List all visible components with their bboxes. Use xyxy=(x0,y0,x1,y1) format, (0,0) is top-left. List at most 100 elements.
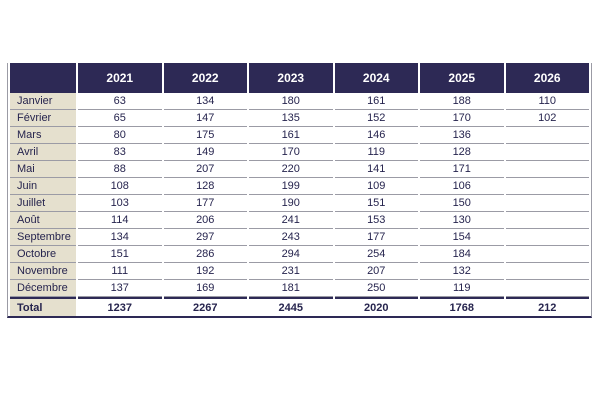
data-cell: 175 xyxy=(163,127,247,144)
data-cell: 294 xyxy=(249,246,333,263)
data-cell: 286 xyxy=(163,246,247,263)
data-cell: 254 xyxy=(334,246,418,263)
data-cell: 151 xyxy=(334,195,418,212)
header-cell-year-2022: 2022 xyxy=(163,63,247,93)
data-cell: 130 xyxy=(420,212,504,229)
data-cell: 108 xyxy=(78,178,162,195)
row-label: Août xyxy=(10,212,76,229)
data-cell: 119 xyxy=(420,280,504,297)
data-cell: 190 xyxy=(249,195,333,212)
total-cell-2021: 1237 xyxy=(78,297,162,316)
data-cell: 110 xyxy=(505,93,589,110)
data-cell xyxy=(505,212,589,229)
data-cell: 109 xyxy=(334,178,418,195)
data-cell: 83 xyxy=(78,144,162,161)
table-row: Mars 80 175 161 146 136 xyxy=(10,127,589,144)
table-row: Juin 108 128 199 109 106 xyxy=(10,178,589,195)
table-header: 2021 2022 2023 2024 2025 2026 xyxy=(10,63,589,93)
data-cell: 106 xyxy=(420,178,504,195)
data-cell: 181 xyxy=(249,280,333,297)
header-cell-year-2025: 2025 xyxy=(420,63,504,93)
data-cell: 250 xyxy=(334,280,418,297)
data-cell: 128 xyxy=(163,178,247,195)
data-cell: 134 xyxy=(163,93,247,110)
row-label: Décembre xyxy=(10,280,76,297)
data-cell: 150 xyxy=(420,195,504,212)
data-cell: 151 xyxy=(78,246,162,263)
table-row: Octobre 151 286 294 254 184 xyxy=(10,246,589,263)
header-cell-empty xyxy=(10,63,76,93)
data-cell: 231 xyxy=(249,263,333,280)
table-row: Avril 83 149 170 119 128 xyxy=(10,144,589,161)
header-cell-year-2026: 2026 xyxy=(505,63,589,93)
data-cell: 146 xyxy=(334,127,418,144)
table-row: Septembre 134 297 243 177 154 xyxy=(10,229,589,246)
data-cell: 243 xyxy=(249,229,333,246)
data-cell xyxy=(505,263,589,280)
total-row: Total 1237 2267 2445 2020 1768 212 xyxy=(10,297,589,316)
data-cell: 241 xyxy=(249,212,333,229)
row-label: Octobre xyxy=(10,246,76,263)
data-cell: 206 xyxy=(163,212,247,229)
row-label: Janvier xyxy=(10,93,76,110)
data-cell xyxy=(505,161,589,178)
table-row: Novembre 111 192 231 207 132 xyxy=(10,263,589,280)
total-cell-2024: 2020 xyxy=(334,297,418,316)
table-row: Juillet 103 177 190 151 150 xyxy=(10,195,589,212)
table-row: Décembre 137 169 181 250 119 xyxy=(10,280,589,297)
table-body: Janvier 63 134 180 161 188 110 Février 65 147 135 1… xyxy=(10,93,589,297)
data-cell: 171 xyxy=(420,161,504,178)
data-cell: 119 xyxy=(334,144,418,161)
header-row: 2021 2022 2023 2024 2025 2026 xyxy=(10,63,589,93)
data-cell: 170 xyxy=(420,110,504,127)
table-row: Août 114 206 241 153 130 xyxy=(10,212,589,229)
data-cell xyxy=(505,127,589,144)
data-table: 2021 2022 2023 2024 2025 2026 Janvier 63 1… xyxy=(7,63,592,318)
data-cell: 297 xyxy=(163,229,247,246)
data-cell: 192 xyxy=(163,263,247,280)
total-cell-2026: 212 xyxy=(505,297,589,316)
total-label: Total xyxy=(10,297,76,316)
data-cell: 199 xyxy=(249,178,333,195)
data-cell: 80 xyxy=(78,127,162,144)
header-cell-year-2021: 2021 xyxy=(78,63,162,93)
data-cell: 132 xyxy=(420,263,504,280)
data-cell: 188 xyxy=(420,93,504,110)
data-cell: 102 xyxy=(505,110,589,127)
data-cell: 65 xyxy=(78,110,162,127)
data-cell: 220 xyxy=(249,161,333,178)
data-cell xyxy=(505,246,589,263)
row-label: Février xyxy=(10,110,76,127)
data-cell: 136 xyxy=(420,127,504,144)
data-cell: 128 xyxy=(420,144,504,161)
data-cell xyxy=(505,229,589,246)
row-label: Novembre xyxy=(10,263,76,280)
header-cell-year-2023: 2023 xyxy=(249,63,333,93)
data-cell: 180 xyxy=(249,93,333,110)
data-cell: 207 xyxy=(334,263,418,280)
data-cell: 137 xyxy=(78,280,162,297)
data-cell: 134 xyxy=(78,229,162,246)
data-cell: 103 xyxy=(78,195,162,212)
total-cell-2023: 2445 xyxy=(249,297,333,316)
data-cell: 135 xyxy=(249,110,333,127)
data-cell: 88 xyxy=(78,161,162,178)
data-cell: 154 xyxy=(420,229,504,246)
table-row: Janvier 63 134 180 161 188 110 xyxy=(10,93,589,110)
table-row: Mai 88 207 220 141 171 xyxy=(10,161,589,178)
row-label: Juin xyxy=(10,178,76,195)
row-label: Mai xyxy=(10,161,76,178)
data-cell: 161 xyxy=(334,93,418,110)
table-row: Février 65 147 135 152 170 102 xyxy=(10,110,589,127)
data-cell: 63 xyxy=(78,93,162,110)
data-cell: 169 xyxy=(163,280,247,297)
data-cell: 184 xyxy=(420,246,504,263)
row-label: Juillet xyxy=(10,195,76,212)
row-label: Mars xyxy=(10,127,76,144)
data-cell: 152 xyxy=(334,110,418,127)
data-cell: 161 xyxy=(249,127,333,144)
data-cell: 207 xyxy=(163,161,247,178)
data-cell xyxy=(505,280,589,297)
data-cell: 153 xyxy=(334,212,418,229)
